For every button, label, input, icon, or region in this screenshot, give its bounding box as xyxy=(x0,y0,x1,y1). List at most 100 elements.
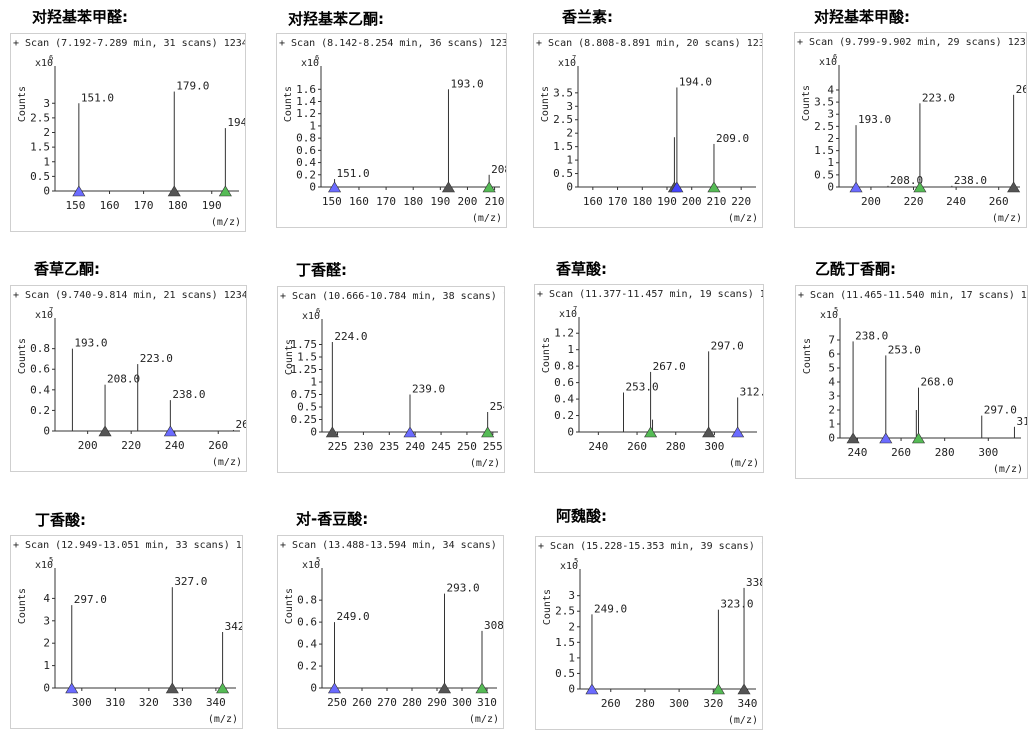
y-axis-label: Counts xyxy=(283,86,294,122)
y-tick-label: 2 xyxy=(828,404,835,417)
spectrum-plot: + Scan (9.740-9.814 min, 21 scans) 12345… xyxy=(13,290,246,468)
spectrum-panel: + Scan (11.465-11.540 min, 17 scans) 123… xyxy=(795,285,1028,479)
peak-label: 208.0 xyxy=(491,163,506,176)
spectrum-panel: + Scan (9.740-9.814 min, 21 scans) 12345… xyxy=(10,285,247,472)
x-tick-label: 235 xyxy=(379,440,399,453)
x-axis-unit: (m/z) xyxy=(992,213,1022,224)
peak-label: 297.0 xyxy=(984,404,1017,417)
spectrum-title: 对羟基苯甲酸: xyxy=(814,8,910,26)
x-axis-unit: (m/z) xyxy=(212,457,242,468)
x-tick-label: 170 xyxy=(134,199,154,212)
spectrum-panel: + Scan (8.142-8.254 min, 36 scans) 12345… xyxy=(276,33,507,228)
y-scale-factor: x10 xyxy=(35,560,53,571)
y-tick-label: 0 xyxy=(828,432,835,445)
y-scale-exponent: 5 xyxy=(834,306,838,314)
ion-marker-triangle xyxy=(475,682,489,694)
y-scale-factor: x10 xyxy=(560,561,578,572)
y-scale-exponent: 6 xyxy=(316,307,320,315)
x-tick-label: 340 xyxy=(206,696,226,709)
spectrum-title: 对-香豆酸: xyxy=(296,510,369,528)
y-scale-factor: x10 xyxy=(819,57,837,68)
y-tick-label: 3 xyxy=(568,589,575,602)
peak-label: 238.0 xyxy=(954,174,987,187)
peak-label: 327.0 xyxy=(174,575,207,588)
y-tick-label: 2 xyxy=(827,132,834,145)
y-tick-label: 0.4 xyxy=(554,393,574,406)
y-axis-label: Counts xyxy=(802,338,813,374)
x-tick-label: 200 xyxy=(458,195,478,208)
ion-marker-triangle xyxy=(731,426,745,438)
ion-marker-triangle xyxy=(482,181,496,193)
ion-marker-triangle xyxy=(707,181,721,193)
ion-marker-triangle xyxy=(481,426,495,438)
y-tick-label: 0 xyxy=(567,426,574,439)
peak-label: 267.0 xyxy=(235,418,246,431)
x-tick-label: 220 xyxy=(121,439,141,452)
x-tick-label: 255 xyxy=(483,440,503,453)
x-tick-label: 150 xyxy=(322,195,342,208)
y-tick-label: 3 xyxy=(43,97,50,110)
x-tick-label: 280 xyxy=(635,697,655,710)
y-tick-label: 3 xyxy=(43,614,50,627)
x-tick-label: 150 xyxy=(66,199,86,212)
scan-header: + Scan (11.465-11.540 min, 17 scans) 123… xyxy=(798,290,1027,301)
y-scale-factor: x10 xyxy=(559,309,577,320)
y-tick-label: 0.8 xyxy=(554,360,574,373)
spectrum-plot: + Scan (12.949-13.051 min, 33 scans) 123… xyxy=(13,540,242,725)
ion-marker-triangle xyxy=(218,185,232,197)
x-tick-label: 170 xyxy=(608,195,628,208)
x-tick-label: 170 xyxy=(376,195,396,208)
ion-marker-triangle xyxy=(65,682,79,694)
x-tick-label: 300 xyxy=(452,696,472,709)
spectrum-plot: + Scan (8.808-8.891 min, 20 scans) 12345… xyxy=(536,38,762,224)
y-scale-exponent: 6 xyxy=(49,54,53,62)
x-tick-label: 190 xyxy=(430,195,450,208)
ion-marker-triangle xyxy=(670,181,684,193)
y-tick-label: 0 xyxy=(568,683,575,696)
y-tick-label: 1.75 xyxy=(291,338,318,351)
x-tick-label: 180 xyxy=(168,199,188,212)
ion-marker-triangle xyxy=(1007,181,1021,193)
peak-label: 254.0 xyxy=(490,400,504,413)
y-tick-label: 0.5 xyxy=(30,170,50,183)
x-tick-label: 160 xyxy=(583,195,603,208)
spectrum-title: 乙酰丁香酮: xyxy=(815,260,896,278)
x-axis-unit: (m/z) xyxy=(993,464,1023,475)
x-tick-label: 240 xyxy=(946,195,966,208)
ion-marker-triangle xyxy=(98,425,112,437)
y-tick-label: 0 xyxy=(43,425,50,438)
y-tick-label: 1.2 xyxy=(296,107,316,120)
peak-label: 253.0 xyxy=(626,380,659,393)
x-tick-label: 300 xyxy=(72,696,92,709)
y-tick-label: 1.4 xyxy=(296,95,316,108)
y-tick-label: 0.6 xyxy=(297,616,317,629)
peak-label: 297.0 xyxy=(711,339,744,352)
spectrum-title: 对羟基苯乙酮: xyxy=(288,10,384,28)
x-tick-label: 230 xyxy=(353,440,373,453)
x-tick-label: 200 xyxy=(682,195,702,208)
y-tick-label: 1 xyxy=(827,156,834,169)
spectrum-title: 香草酸: xyxy=(556,260,607,278)
x-tick-label: 260 xyxy=(601,697,621,710)
x-tick-label: 300 xyxy=(704,440,724,453)
spectrum-title: 对羟基苯甲醛: xyxy=(32,8,128,26)
spectrum-plot: + Scan (8.142-8.254 min, 36 scans) 12345… xyxy=(279,38,506,224)
spectrum-panel: + Scan (13.488-13.594 min, 34 scans) 123… xyxy=(277,535,504,729)
scan-header: + Scan (12.949-13.051 min, 33 scans) 123… xyxy=(13,540,242,551)
x-tick-label: 240 xyxy=(405,440,425,453)
y-tick-label: 1 xyxy=(568,651,575,664)
scan-header: + Scan (7.192-7.289 min, 31 scans) 12345 xyxy=(13,38,245,49)
ion-marker-triangle xyxy=(737,683,751,695)
y-tick-label: 0.8 xyxy=(297,594,317,607)
y-tick-label: 0.4 xyxy=(296,156,316,169)
peak-label: 249.0 xyxy=(337,610,370,623)
x-tick-label: 225 xyxy=(328,440,348,453)
spectrum-panel: + Scan (11.377-11.457 min, 19 scans) 123… xyxy=(534,284,764,473)
y-axis-label: Counts xyxy=(541,337,552,373)
y-tick-label: 0.6 xyxy=(554,376,574,389)
x-tick-label: 260 xyxy=(891,446,911,459)
spectrum-plot: + Scan (9.799-9.902 min, 29 scans) 12345… xyxy=(797,37,1026,224)
ion-marker-triangle xyxy=(167,185,181,197)
spectrum-title: 香草乙酮: xyxy=(34,260,100,278)
y-tick-label: 1.5 xyxy=(553,140,573,153)
